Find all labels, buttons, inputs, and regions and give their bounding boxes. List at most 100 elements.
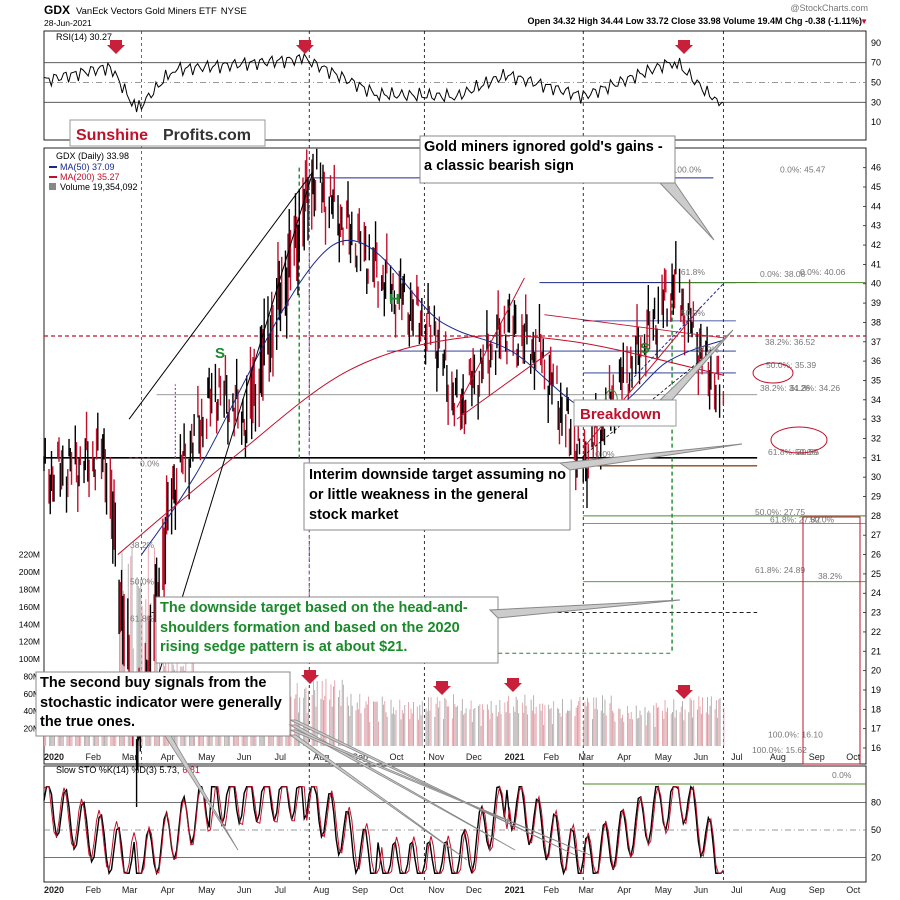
x-tick-label-stoch: Feb <box>543 885 559 895</box>
volume-bar <box>496 716 498 746</box>
x-tick-label-price: Aug <box>770 752 786 762</box>
ma200-projection <box>544 314 724 339</box>
x-tick-label-stoch: Aug <box>313 885 329 895</box>
volume-bar <box>690 699 692 746</box>
x-tick-label-stoch: Oct <box>390 885 405 895</box>
volume-bar <box>570 699 572 746</box>
x-tick-label-price: Feb <box>543 752 559 762</box>
volume-bar <box>483 709 485 746</box>
volume-tick-label: 180M <box>19 584 40 594</box>
volume-bar <box>539 703 541 746</box>
volume-bar <box>530 699 532 746</box>
volume-bar <box>662 710 663 746</box>
volume-bar <box>490 701 492 746</box>
x-tick-label-price: Mar <box>122 752 138 762</box>
price-tick-label: 44 <box>871 201 881 211</box>
volume-bar <box>551 724 553 746</box>
volume-bar <box>534 713 536 746</box>
volume-bar <box>526 714 528 746</box>
volume-bar <box>324 695 326 746</box>
volume-bar <box>575 707 577 746</box>
volume-bar <box>445 699 447 746</box>
volume-bar <box>684 709 686 746</box>
rsi-tick-label: 70 <box>871 58 881 68</box>
second-buy-pointer-4 <box>289 729 591 856</box>
volume-bar <box>464 713 466 746</box>
price-panel: 46 45 44 43 42 41 40 39 38 37 36 35 34 33 32 31 30 29 28 27… <box>19 119 881 808</box>
volume-bar <box>434 716 436 746</box>
volume-bar <box>486 704 488 746</box>
volume-tick-label: 80M <box>23 671 40 681</box>
volume-bar <box>714 709 716 746</box>
breakdown-box <box>573 399 677 427</box>
volume-bar <box>325 678 327 746</box>
volume-bar <box>480 725 482 746</box>
volume-bar <box>413 701 414 746</box>
fib-label: 50.0% <box>810 515 835 525</box>
rsi-panel: RSI(14) 30.27 90 70 50 30 10 <box>43 32 881 127</box>
price-legend: GDX (Daily) 33.98 MA(50) 37.09 MA(200) 3… <box>49 151 138 192</box>
volume-bar <box>395 710 397 746</box>
volume-bar <box>495 704 497 746</box>
volume-bar <box>420 715 422 746</box>
price-tick-label: 21 <box>871 646 881 656</box>
volume-bar <box>376 701 378 746</box>
volume-bar <box>513 706 515 746</box>
panel-frame-2 <box>43 765 867 883</box>
brand-profits: Profits.com <box>163 127 251 144</box>
x-tick-label-price: Jun <box>694 752 709 762</box>
legend-ma200: MA(200) 35.27 <box>60 172 120 182</box>
volume-bar <box>446 706 448 746</box>
volume-bar <box>320 698 322 746</box>
x-tick-label-price: Oct <box>846 752 861 762</box>
volume-bar <box>568 710 570 746</box>
volume-bar <box>498 712 500 746</box>
volume-bar <box>330 684 332 746</box>
volume-bar <box>550 707 552 746</box>
volume-bar <box>680 706 682 746</box>
fib-label: 0.0% <box>140 459 160 469</box>
price-tick-label: 16 <box>871 743 881 753</box>
price-tick-label: 25 <box>871 569 881 579</box>
volume-bar <box>137 585 139 746</box>
volume-bar <box>702 697 704 746</box>
x-tick-label-stoch: Apr <box>617 885 631 895</box>
volume-bar <box>541 703 543 746</box>
volume-bar <box>136 576 138 746</box>
volume-bar <box>558 708 560 746</box>
volume-bar <box>559 713 561 746</box>
x-tick-label-stoch: Jul <box>274 885 286 895</box>
second-buy-box <box>35 671 291 737</box>
volume-bar <box>556 707 558 746</box>
volume-bar <box>524 694 526 746</box>
breakdown-label: Breakdown <box>580 406 661 423</box>
volume-bar <box>588 702 590 746</box>
price-tick-label: 37 <box>871 337 881 347</box>
volume-bar <box>565 712 567 746</box>
price-tick-label: 40 <box>871 279 881 289</box>
volume-bar <box>622 714 623 746</box>
stoch-tick-label: 50 <box>871 825 881 835</box>
rsi-arrow-3 <box>675 40 693 54</box>
volume-bar <box>360 713 362 746</box>
volume-bar <box>410 708 412 746</box>
rsi-tick-label: 50 <box>871 78 881 88</box>
fib-label: 38.2%: 34.26 <box>760 383 810 393</box>
fib-label: 0.0%: 40.06 <box>800 267 846 277</box>
volume-bar <box>444 697 446 746</box>
volume-bar <box>692 717 693 746</box>
volume-bar <box>453 694 455 746</box>
volume-bar <box>619 709 621 746</box>
volume-bar <box>296 682 298 746</box>
volume-bar <box>569 710 571 746</box>
volume-bar <box>418 719 419 746</box>
volume-bar <box>488 709 490 746</box>
x-tick-label-price: Mar <box>578 752 594 762</box>
price-tick-label: 22 <box>871 627 881 637</box>
volume-bar <box>409 719 411 746</box>
fib-label: 38.2% <box>130 540 155 550</box>
callout-gold-miners-text: Gold miners ignored gold's gains - a cla… <box>424 139 663 174</box>
volume-bar <box>699 706 701 746</box>
rsi-tick-label: 10 <box>871 117 881 127</box>
